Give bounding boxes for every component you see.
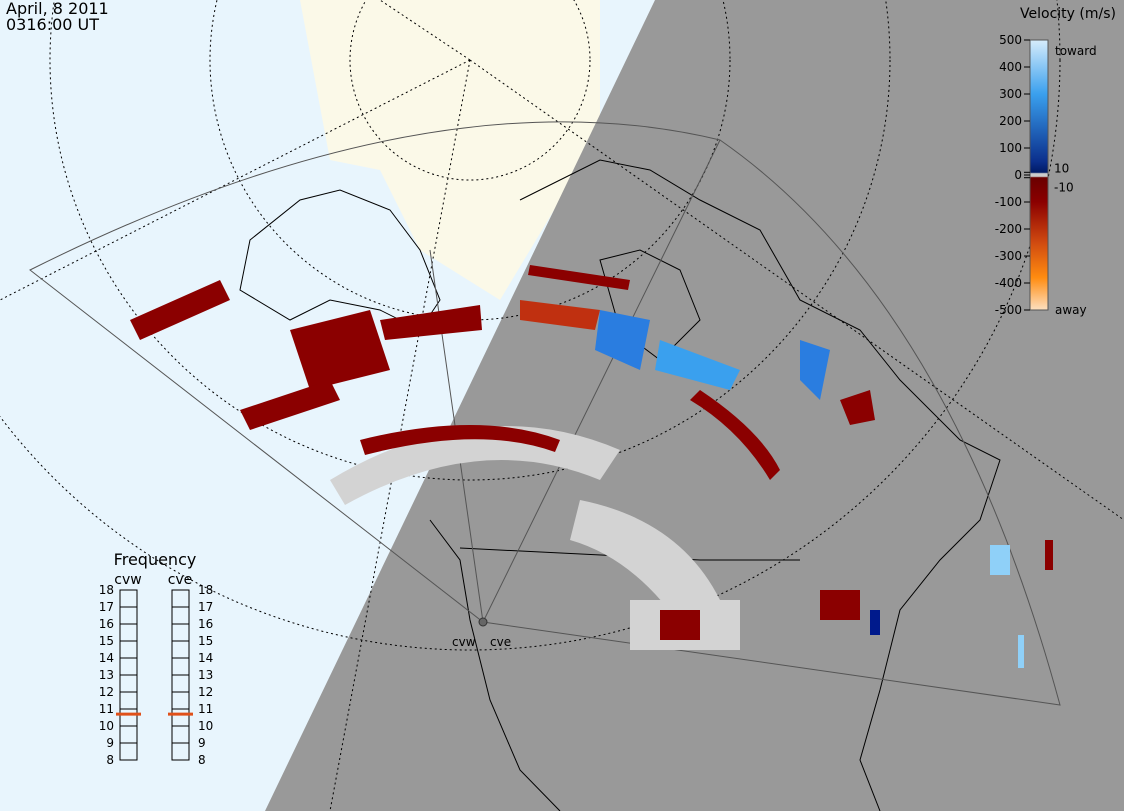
frequency-label: 17 xyxy=(198,600,213,614)
frequency-label: 12 xyxy=(198,685,213,699)
radar-site xyxy=(478,617,488,627)
toward-label: toward xyxy=(1055,44,1097,58)
colorbar-label: -10 xyxy=(1054,181,1074,195)
frequency-label: 10 xyxy=(99,719,114,733)
frequency-label: 17 xyxy=(99,600,114,614)
velocity-colorbar xyxy=(1029,39,1049,311)
colorbar-label: 100 xyxy=(999,141,1022,155)
velocity-title: Velocity (m/s) xyxy=(1020,6,1116,22)
frequency-label: 16 xyxy=(198,617,213,631)
colorbar-label: 0 xyxy=(1014,168,1022,182)
frequency-label: 18 xyxy=(198,583,213,597)
frequency-label: 11 xyxy=(99,702,114,716)
colorbar-label: 10 xyxy=(1054,161,1069,175)
frequency-label: 15 xyxy=(198,634,213,648)
frequency-label: 18 xyxy=(99,583,114,597)
date: April, 8 2011 xyxy=(6,0,109,18)
time: 0316:00 UT xyxy=(6,15,99,34)
away-label: away xyxy=(1055,303,1087,317)
colorbar-label: -100 xyxy=(995,195,1022,209)
frequency-label: 9 xyxy=(106,736,114,750)
colorbar-label: 300 xyxy=(999,87,1022,101)
colorbar-label: 200 xyxy=(999,114,1022,128)
frequency-label: 8 xyxy=(106,753,114,767)
colorbar-label: -200 xyxy=(995,222,1022,236)
frequency-label: 14 xyxy=(99,651,114,665)
frequency-label: 9 xyxy=(198,736,206,750)
colorbar-label: 500 xyxy=(999,33,1022,47)
radar-name: cvw xyxy=(114,572,141,588)
frequency-label: 8 xyxy=(198,753,206,767)
frequency-label: 15 xyxy=(99,634,114,648)
frequency-label: 14 xyxy=(198,651,213,665)
radar-label: cve xyxy=(490,635,511,649)
day-land xyxy=(0,0,600,300)
colorbar-label: -300 xyxy=(995,249,1022,263)
frequency-title: Frequency xyxy=(114,550,197,569)
colorbar-label: -500 xyxy=(995,303,1022,317)
frequency-label: 10 xyxy=(198,719,213,733)
radar-cells xyxy=(130,265,1053,668)
night-side xyxy=(265,0,1124,811)
frequency-label: 16 xyxy=(99,617,114,631)
colorbar-label: -400 xyxy=(995,276,1022,290)
frequency-label: 13 xyxy=(198,668,213,682)
frequency-label: 12 xyxy=(99,685,114,699)
radar-label: cvw xyxy=(452,635,476,649)
frequency-label: 11 xyxy=(198,702,213,716)
radar-name: cve xyxy=(168,572,193,588)
colorbar-label: 400 xyxy=(999,60,1022,74)
frequency-label: 13 xyxy=(99,668,114,682)
